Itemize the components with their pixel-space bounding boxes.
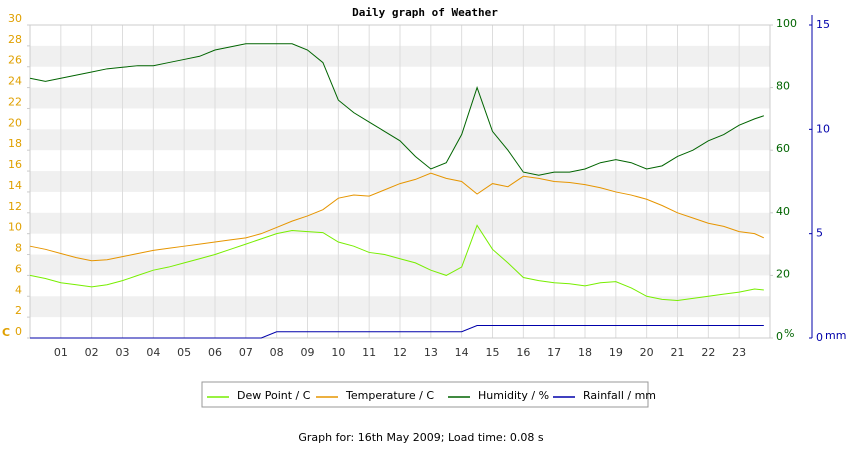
x-tick-label: 16 — [516, 346, 530, 359]
y3-tick-label: 10 — [816, 122, 830, 135]
legend-label: Temperature / C — [345, 389, 434, 402]
series-line — [29, 43, 764, 176]
y-tick-label: 16 — [8, 158, 22, 171]
y3-tick-label: 15 — [816, 18, 830, 31]
x-tick-label: 21 — [671, 346, 685, 359]
y-tick-label: 28 — [8, 33, 22, 46]
y-tick-label: 0 — [15, 325, 22, 338]
x-tick-label: 11 — [362, 346, 376, 359]
y-tick-label: 6 — [15, 262, 22, 275]
y2-tick-label: 20 — [776, 267, 790, 280]
y2-tick-label: 60 — [776, 142, 790, 155]
x-tick-label: 13 — [424, 346, 438, 359]
y-axis-unit: C — [2, 326, 10, 339]
y-tick-label: 8 — [15, 242, 22, 255]
y3-tick-label: 5 — [816, 227, 823, 240]
y3-axis-unit: mm — [825, 329, 846, 342]
y2-axis-unit: % — [784, 327, 794, 340]
y-tick-label: 24 — [8, 75, 22, 88]
y-tick-label: 14 — [8, 179, 22, 192]
y-tick-label: 20 — [8, 116, 22, 129]
x-tick-label: 22 — [701, 346, 715, 359]
series-line — [30, 324, 764, 339]
series-line — [29, 224, 764, 301]
x-tick-label: 15 — [486, 346, 500, 359]
y-tick-label: 30 — [8, 12, 22, 25]
x-tick-label: 20 — [640, 346, 654, 359]
x-tick-label: 08 — [270, 346, 284, 359]
footer: Graph for: 16th May 2009; Load time: 0.0… — [298, 431, 544, 444]
x-tick-label: 03 — [116, 346, 130, 359]
y2-tick-label: 80 — [776, 80, 790, 93]
legend-label: Rainfall / mm — [583, 389, 656, 402]
x-tick-label: 06 — [208, 346, 222, 359]
y-tick-label: 18 — [8, 137, 22, 150]
x-tick-label: 10 — [331, 346, 345, 359]
y-tick-label: 10 — [8, 221, 22, 234]
x-tick-label: 04 — [146, 346, 160, 359]
x-tick-label: 17 — [547, 346, 561, 359]
y-tick-label: 2 — [15, 304, 22, 317]
x-tick-label: 23 — [732, 346, 746, 359]
y3-tick-label: 0 — [816, 331, 823, 344]
series-line — [29, 172, 765, 262]
x-tick-label: 07 — [239, 346, 253, 359]
x-tick-label: 12 — [393, 346, 407, 359]
x-tick-label: 02 — [85, 346, 99, 359]
y2-tick-label: 40 — [776, 205, 790, 218]
y2-tick-label: 0 — [776, 330, 783, 343]
x-tick-label: 01 — [54, 346, 68, 359]
x-tick-label: 14 — [455, 346, 469, 359]
x-tick-label: 18 — [578, 346, 592, 359]
y2-tick-label: 100 — [776, 17, 797, 30]
y-tick-label: 22 — [8, 95, 22, 108]
legend-label: Dew Point / C — [237, 389, 311, 402]
legend-box — [201, 381, 649, 408]
y-tick-label: 4 — [15, 283, 22, 296]
x-tick-label: 05 — [177, 346, 191, 359]
y-tick-label: 26 — [8, 54, 22, 67]
x-tick-label: 19 — [609, 346, 623, 359]
plot-border — [29, 24, 771, 339]
y-tick-label: 12 — [8, 200, 22, 213]
legend-label: Humidity / % — [478, 389, 549, 402]
chart-title: Daily graph of Weather — [352, 6, 498, 19]
x-tick-label: 09 — [301, 346, 315, 359]
